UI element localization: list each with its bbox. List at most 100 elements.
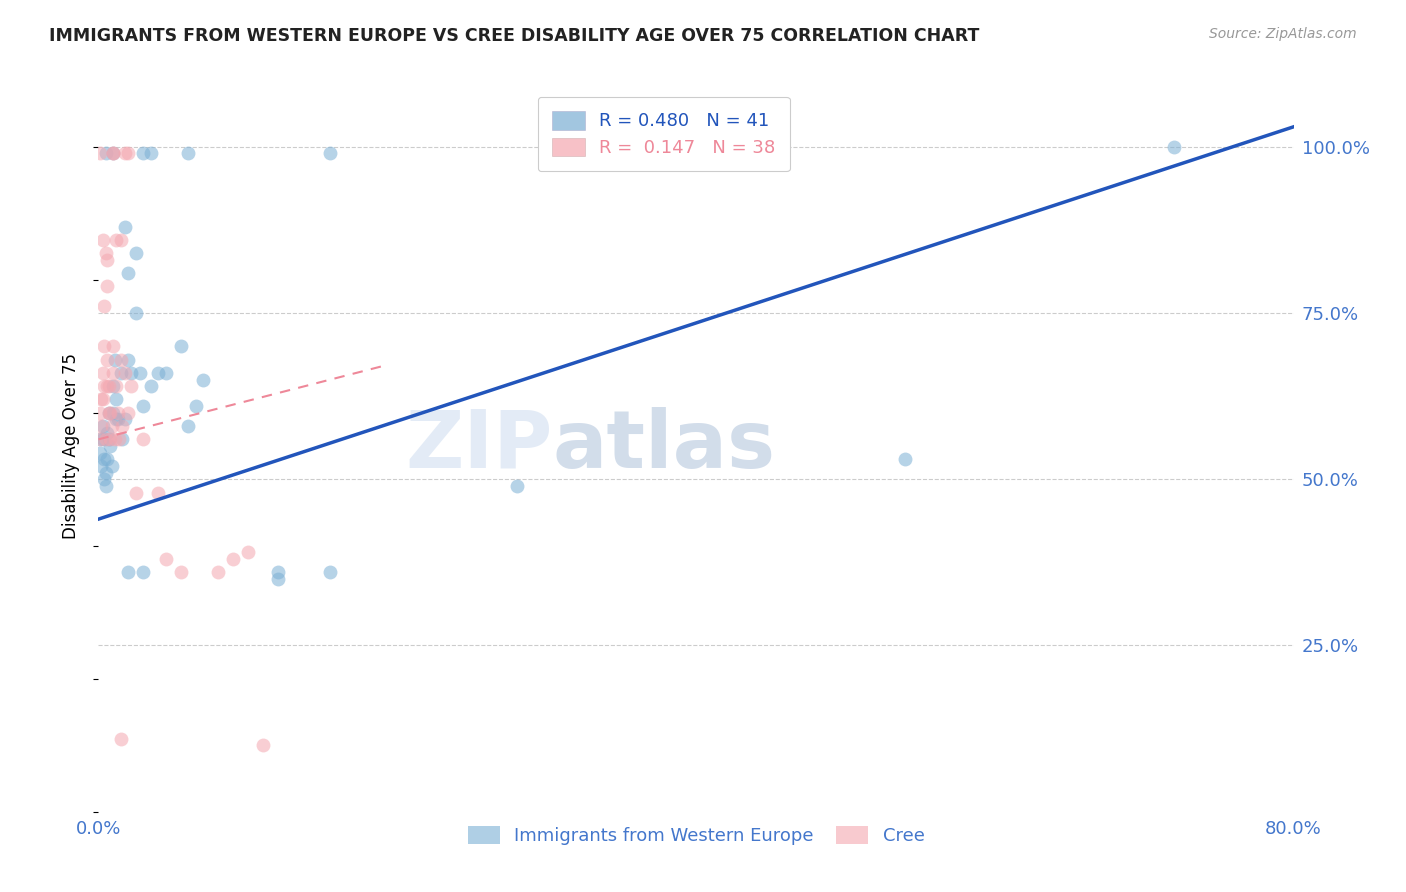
Point (97, 406, 120, 420)
Point (103, 406, 125, 420)
Point (222, 552, 245, 566)
Point (96, 452, 118, 467)
Point (191, 372, 214, 386)
Point (139, 146, 162, 161)
Point (98, 406, 122, 420)
Point (207, 566, 229, 580)
Point (1163, 140, 1185, 154)
Legend: Immigrants from Western Europe, Cree: Immigrants from Western Europe, Cree (456, 813, 936, 857)
Point (93, 339, 115, 353)
Point (94, 433, 117, 447)
Point (148, 366, 170, 380)
Point (93, 452, 115, 467)
Point (103, 339, 125, 353)
Point (111, 433, 134, 447)
Point (267, 572, 290, 586)
Point (98, 433, 122, 447)
Point (110, 731, 132, 746)
Point (89, 433, 111, 447)
Point (103, 366, 125, 380)
Point (110, 233, 132, 247)
Point (103, 379, 125, 393)
Point (169, 566, 191, 580)
Point (319, 566, 342, 580)
Point (97, 379, 120, 393)
Point (97, 406, 120, 420)
Point (132, 399, 155, 413)
Point (132, 566, 155, 580)
Point (132, 146, 155, 161)
Point (184, 399, 207, 413)
Point (177, 146, 200, 161)
Point (103, 146, 125, 161)
Point (94, 479, 117, 493)
Point (132, 433, 155, 447)
Point (177, 419, 200, 434)
Point (91, 419, 114, 434)
Point (96, 352, 118, 367)
Point (90, 419, 112, 434)
Text: Source: ZipAtlas.com: Source: ZipAtlas.com (1209, 27, 1357, 41)
Point (114, 219, 136, 234)
Point (110, 352, 132, 367)
Point (148, 485, 170, 500)
Point (89, 445, 111, 459)
Point (117, 406, 139, 420)
Point (94, 146, 117, 161)
Point (103, 146, 125, 161)
Point (267, 566, 290, 580)
Point (104, 433, 127, 447)
Point (236, 545, 259, 559)
Y-axis label: Disability Age Over 75: Disability Age Over 75 (62, 353, 80, 539)
Text: atlas: atlas (553, 407, 776, 485)
Point (105, 233, 128, 247)
Point (114, 412, 136, 426)
Point (252, 738, 274, 752)
Point (104, 352, 127, 367)
Point (114, 366, 136, 380)
Point (94, 466, 117, 480)
Point (120, 366, 142, 380)
Text: ZIP: ZIP (405, 407, 553, 485)
Point (93, 379, 115, 393)
Point (125, 485, 148, 500)
Point (96, 279, 118, 293)
Point (125, 246, 148, 260)
Point (108, 433, 131, 447)
Point (101, 419, 124, 434)
Point (96, 379, 118, 393)
Point (89, 146, 111, 161)
Point (96, 425, 118, 440)
Point (89, 406, 111, 420)
Point (110, 366, 132, 380)
Point (93, 299, 115, 313)
Point (97, 433, 120, 447)
Point (506, 479, 529, 493)
Point (98, 439, 122, 453)
Point (89, 433, 111, 447)
Point (103, 146, 125, 161)
Point (117, 566, 139, 580)
Point (120, 379, 142, 393)
Point (94, 246, 117, 260)
Point (139, 379, 162, 393)
Point (107, 406, 129, 420)
Point (155, 366, 177, 380)
Point (111, 419, 134, 434)
Point (91, 392, 114, 407)
Point (117, 146, 139, 161)
Point (93, 472, 115, 486)
Point (169, 339, 191, 353)
Point (125, 306, 148, 320)
Point (91, 233, 114, 247)
Point (155, 552, 177, 566)
Point (91, 366, 114, 380)
Point (894, 452, 917, 467)
Point (96, 252, 118, 267)
Point (117, 266, 139, 280)
Point (319, 146, 342, 161)
Point (105, 412, 128, 426)
Point (114, 146, 136, 161)
Point (117, 352, 139, 367)
Point (105, 379, 128, 393)
